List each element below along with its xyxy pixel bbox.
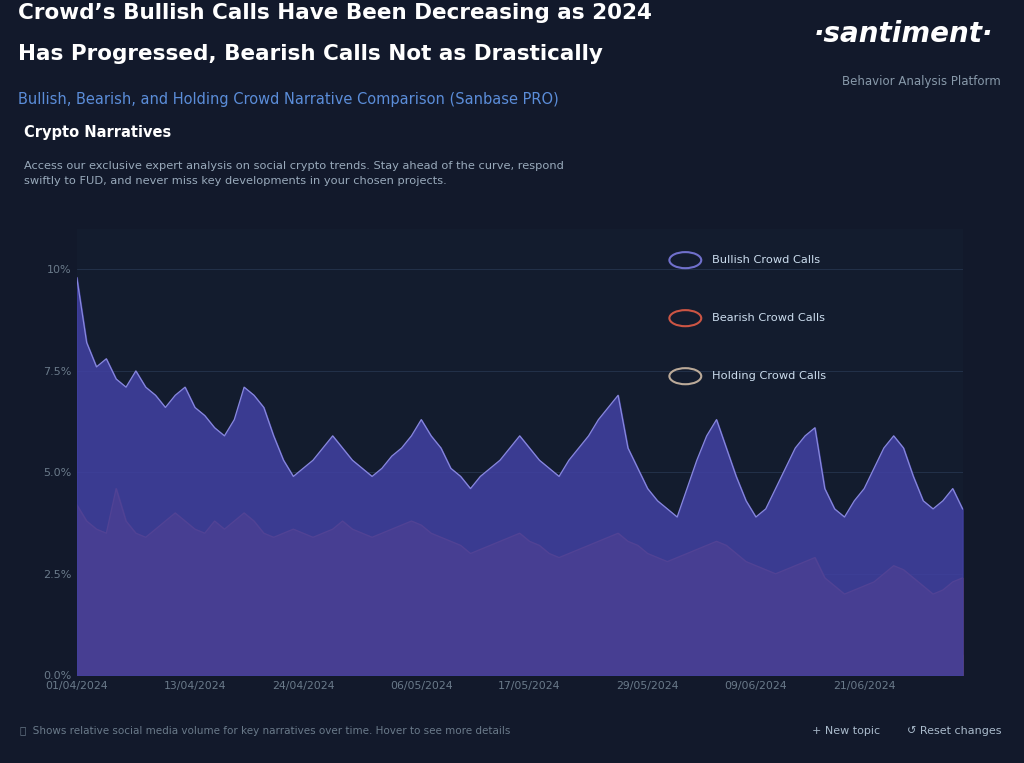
Text: Bullish, Bearish, and Holding Crowd Narrative Comparison (Sanbase PRO): Bullish, Bearish, and Holding Crowd Narr…: [18, 92, 559, 107]
Text: Crowd’s Bullish Calls Have Been Decreasing as 2024: Crowd’s Bullish Calls Have Been Decreasi…: [18, 3, 652, 24]
Text: Bullish Crowd Calls: Bullish Crowd Calls: [712, 255, 820, 266]
Text: Access our exclusive expert analysis on social crypto trends. Stay ahead of the : Access our exclusive expert analysis on …: [25, 161, 564, 186]
Text: ·santiment·: ·santiment·: [814, 20, 993, 48]
Text: Behavior Analysis Platform: Behavior Analysis Platform: [842, 76, 1000, 89]
Text: Holding Crowd Calls: Holding Crowd Calls: [712, 371, 826, 382]
Text: + New topic: + New topic: [812, 726, 880, 736]
Text: ⓘ  Shows relative social media volume for key narratives over time. Hover to see: ⓘ Shows relative social media volume for…: [20, 726, 511, 736]
Text: Has Progressed, Bearish Calls Not as Drastically: Has Progressed, Bearish Calls Not as Dra…: [18, 44, 603, 64]
Text: Crypto Narratives: Crypto Narratives: [25, 125, 172, 140]
Text: ↺ Reset changes: ↺ Reset changes: [907, 726, 1001, 736]
Text: Bearish Crowd Calls: Bearish Crowd Calls: [712, 313, 825, 324]
